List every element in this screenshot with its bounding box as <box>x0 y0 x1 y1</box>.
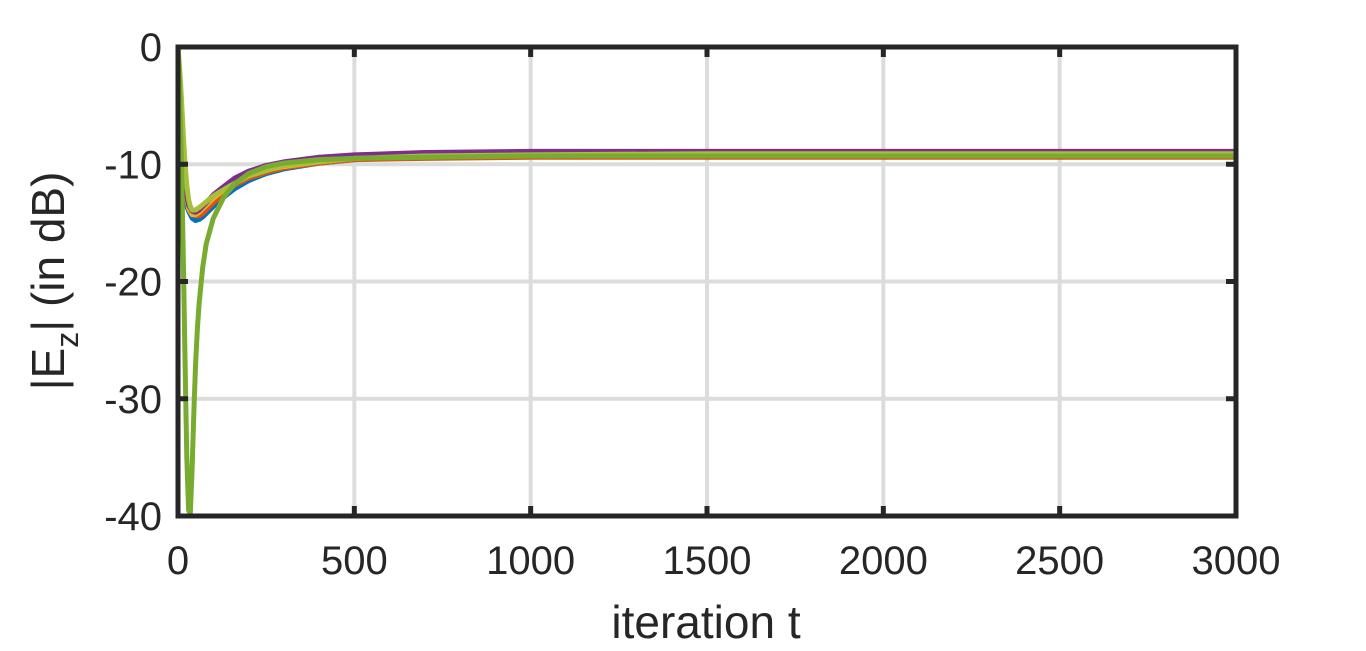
x-axis-label: iteration t <box>611 596 800 648</box>
y-tick-label-4: -40 <box>104 495 162 539</box>
grid <box>176 45 1238 518</box>
x-tick-label-5: 2500 <box>1015 539 1104 583</box>
x-tick-label-0: 0 <box>167 539 189 583</box>
y-axis-label-main: |E <box>22 348 74 391</box>
y-tick-label-2: -20 <box>104 261 162 305</box>
x-tick-label-1: 500 <box>321 539 388 583</box>
y-axis-label-tail: | (in dB) <box>22 172 74 332</box>
y-tick-label-1: -10 <box>104 143 162 187</box>
y-axis-label: |Ez| (in dB) <box>22 172 85 391</box>
series-layer <box>175 44 1239 517</box>
y-tick-labels: 0 -10 -20 -30 -40 <box>104 26 162 539</box>
tick-marks <box>175 44 1239 519</box>
x-tick-label-3: 1500 <box>663 539 752 583</box>
series-line-6 <box>175 44 1239 517</box>
y-axis-label-sub: z <box>49 332 85 348</box>
y-tick-label-0: 0 <box>140 26 162 70</box>
x-tick-label-4: 2000 <box>839 539 928 583</box>
x-tick-labels: 0 500 1000 1500 2000 2500 3000 <box>167 539 1281 583</box>
y-tick-label-3: -30 <box>104 378 162 422</box>
x-tick-label-6: 3000 <box>1192 539 1281 583</box>
x-tick-label-2: 1000 <box>486 539 575 583</box>
